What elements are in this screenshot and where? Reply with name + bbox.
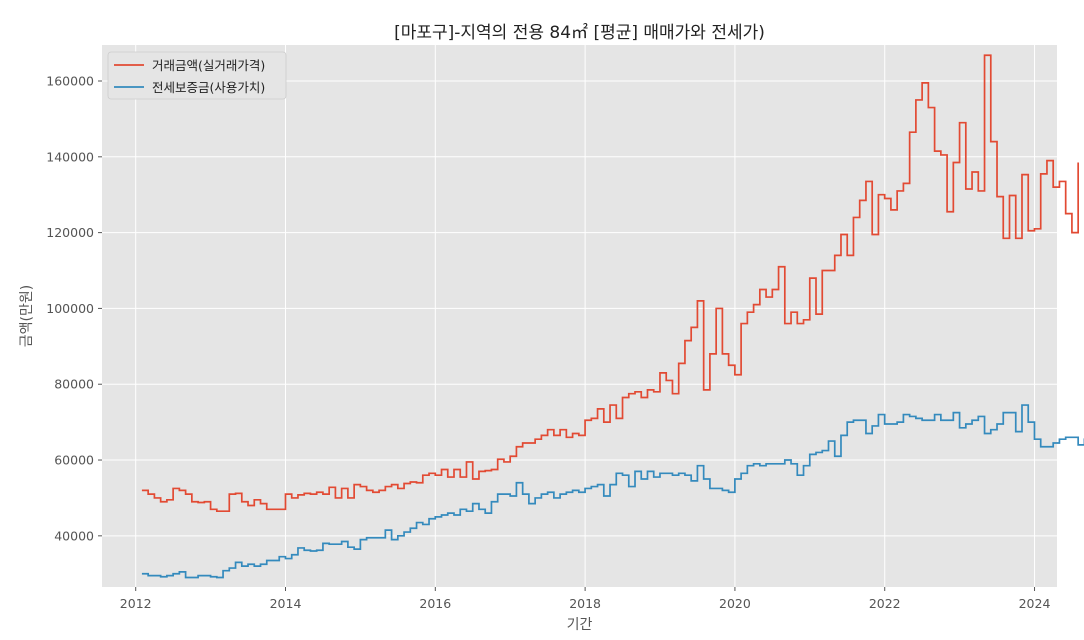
y-tick-label: 140000 <box>46 149 94 164</box>
x-tick-label: 2012 <box>120 596 152 611</box>
y-tick-label: 80000 <box>54 377 94 392</box>
legend-box <box>107 51 287 100</box>
series-line-1 <box>141 404 1084 579</box>
x-tick-label: 2018 <box>569 596 601 611</box>
y-tick-label: 100000 <box>46 301 94 316</box>
x-tick-label: 2024 <box>1019 596 1051 611</box>
y-tick-label: 60000 <box>54 453 94 468</box>
y-tick-label: 40000 <box>54 528 94 543</box>
y-axis-label: 금액(만원) <box>19 285 35 347</box>
x-tick-label: 2014 <box>270 596 302 611</box>
x-axis-label: 기간 <box>567 617 593 633</box>
series-line-0 <box>141 54 1080 513</box>
legend-label-trade: 거래금액(실거래가격) <box>152 58 265 73</box>
ticks: 2012 2014 2016 2018 2020 2022 2024 40000 60000 80… <box>46 74 1050 611</box>
y-tick-label: 120000 <box>46 225 94 240</box>
x-tick-label: 2020 <box>719 596 751 611</box>
series-group <box>141 54 1084 579</box>
grid <box>102 45 1057 587</box>
legend: 거래금액(실거래가격) 전세보증금(사용가치) <box>107 51 287 100</box>
x-tick-label: 2016 <box>419 596 451 611</box>
x-tick-label: 2022 <box>869 596 901 611</box>
legend-label-jeonse: 전세보증금(사용가치) <box>152 80 265 95</box>
plot-area <box>102 45 1057 587</box>
y-tick-label: 160000 <box>46 74 94 89</box>
chart-title: [마포구]-지역의 전용 84㎡ [평균] 매매가와 전세가) <box>394 23 765 43</box>
